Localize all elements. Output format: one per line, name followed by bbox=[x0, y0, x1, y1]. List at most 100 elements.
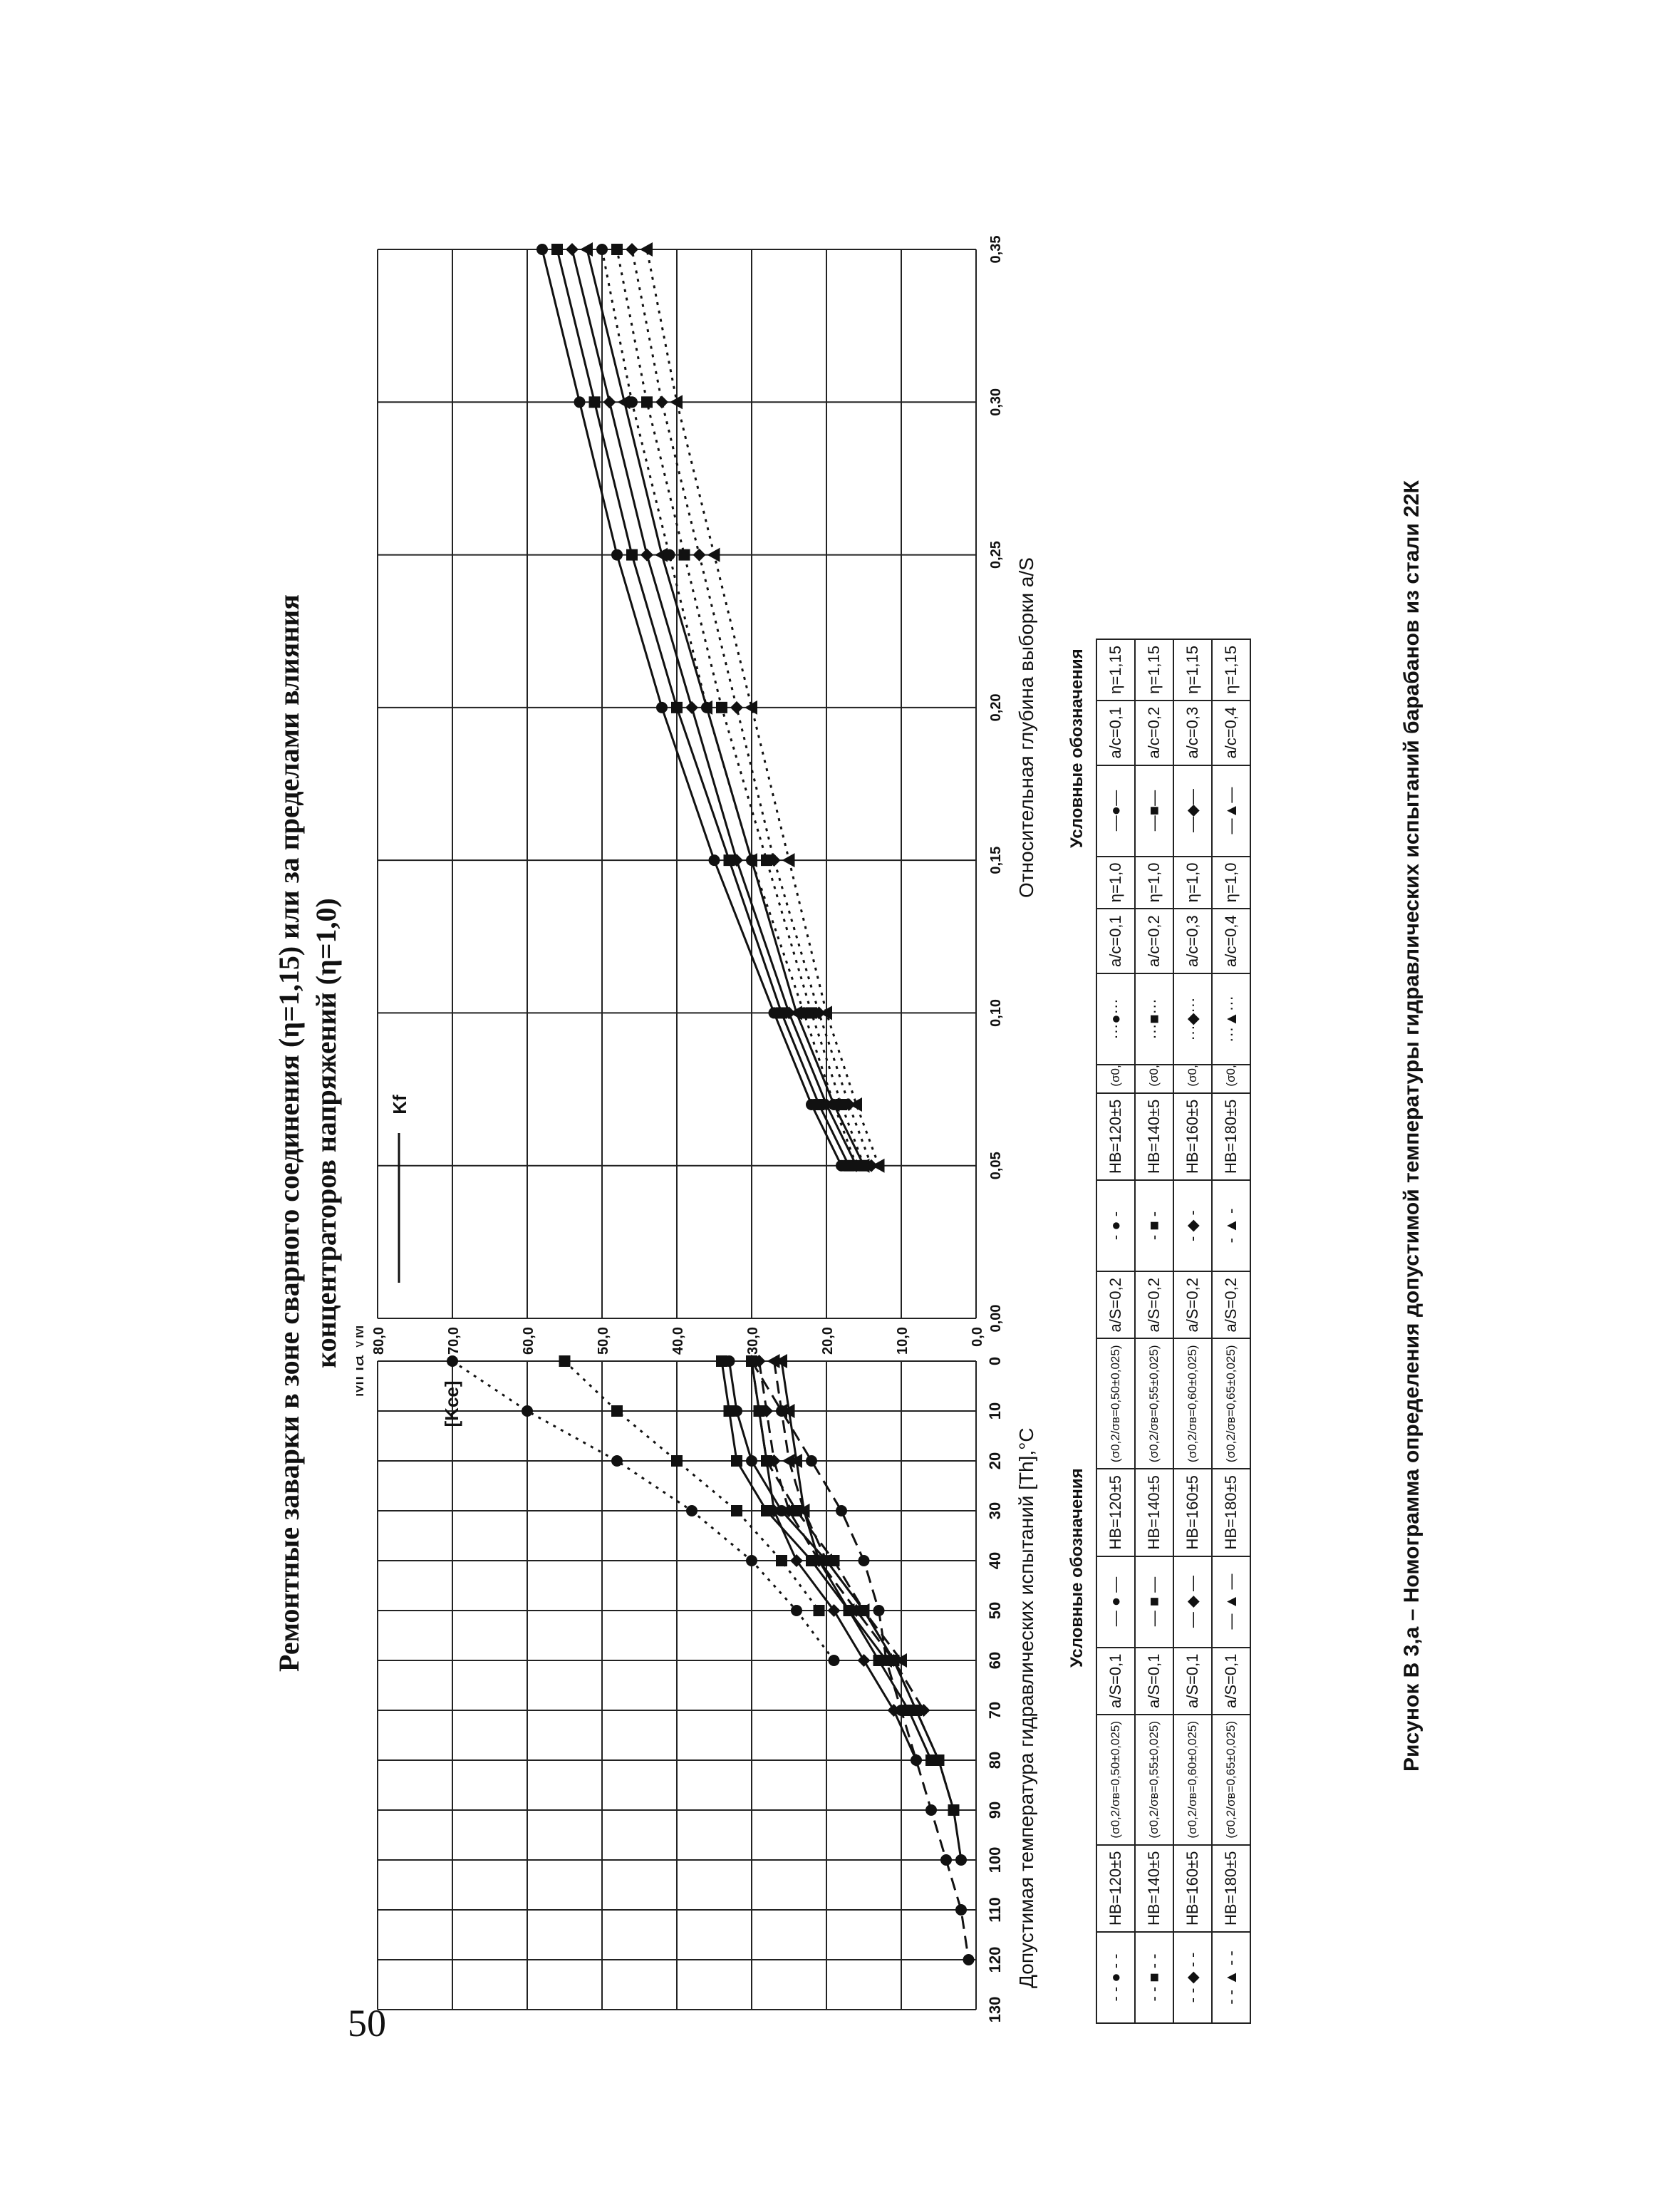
legend-right-row: ···●··· a/c=0,1 η=1,0 —●— a/c=0,1 η=1,15 bbox=[1096, 639, 1135, 1065]
left-series-point bbox=[940, 1854, 952, 1866]
legend-hb: HB=160±5 bbox=[1173, 1092, 1212, 1181]
left-series-point bbox=[806, 1555, 817, 1566]
kf-label: Kf bbox=[389, 1095, 410, 1115]
left-series-point bbox=[774, 1354, 787, 1368]
left-series-point bbox=[776, 1555, 787, 1566]
right-series-point bbox=[670, 395, 683, 410]
left-series-point bbox=[806, 1455, 817, 1467]
left-series-point bbox=[789, 1454, 802, 1468]
left-series-point bbox=[925, 1754, 937, 1766]
legend-symbol: - ● - bbox=[1096, 1180, 1135, 1272]
left-x-tick-label: 60 bbox=[986, 1652, 1004, 1669]
legend-left-caption: Условные обозначения bbox=[1067, 1468, 1086, 1668]
right-series-point bbox=[730, 854, 743, 867]
left-series-point bbox=[686, 1505, 697, 1516]
right-series-point bbox=[617, 395, 631, 410]
left-series-point bbox=[963, 1954, 975, 1965]
right-series-point bbox=[730, 701, 743, 714]
legend-symbol: - ▲ - bbox=[1212, 1180, 1250, 1272]
left-x-tick-label: 120 bbox=[986, 1947, 1004, 1973]
left-x-tick-label: 50 bbox=[986, 1602, 1004, 1619]
left-x-tick-label: 80 bbox=[986, 1752, 1004, 1769]
right-series-point bbox=[708, 854, 720, 867]
legend-ac: a/c=0,4 bbox=[1212, 909, 1250, 973]
left-series-point bbox=[760, 1454, 773, 1467]
right-y-tick-label: 10,0 bbox=[895, 1327, 911, 1355]
left-series-point bbox=[522, 1405, 533, 1417]
right-series-point bbox=[716, 701, 727, 713]
right-series-point bbox=[671, 701, 683, 713]
right-y-tick-label: 60,0 bbox=[521, 1327, 536, 1355]
legend-as1: a/S=0,1 bbox=[1212, 1647, 1250, 1715]
left-series-point bbox=[903, 1705, 915, 1716]
right-y-tick-label: 20,0 bbox=[820, 1327, 836, 1355]
title-line-1: Ремонтные заварки в зоне сварного соедин… bbox=[273, 594, 305, 1672]
legend-ratio: (σ0,2/σв=0,55±0,025) bbox=[1135, 1338, 1173, 1469]
left-series-point bbox=[813, 1605, 825, 1616]
right-series-point bbox=[603, 396, 616, 409]
legend-hb: HB=120±5 bbox=[1096, 1092, 1135, 1181]
right-series-point bbox=[745, 700, 757, 715]
right-series-point bbox=[536, 244, 548, 255]
right-x-tick-label: 0,05 bbox=[988, 1152, 1004, 1179]
legend-right-row: ···◆··· a/c=0,3 η=1,0 —◆— a/c=0,3 η=1,15 bbox=[1173, 639, 1212, 1065]
left-series-point bbox=[782, 1454, 795, 1468]
left-series-line bbox=[564, 1360, 820, 1611]
left-series-point bbox=[731, 1505, 742, 1516]
right-y-tick-label: 50,0 bbox=[596, 1327, 611, 1355]
left-series-point bbox=[559, 1355, 571, 1367]
right-series-point bbox=[746, 854, 757, 867]
legend-hb: HB=140±5 bbox=[1135, 1092, 1173, 1181]
legend-eta: η=1,15 bbox=[1173, 639, 1212, 701]
left-series-point bbox=[752, 1355, 766, 1368]
legend-ac: a/c=0,1 bbox=[1096, 909, 1135, 973]
right-series-point bbox=[626, 396, 638, 408]
left-series-point bbox=[746, 1455, 757, 1467]
right-series-point bbox=[789, 1006, 802, 1020]
legend-symbol: - ■ - bbox=[1135, 1180, 1173, 1272]
right-x-tick-label: 0,20 bbox=[988, 693, 1004, 721]
legend-hb: HB=180±5 bbox=[1212, 1092, 1250, 1181]
left-series-point bbox=[791, 1505, 802, 1516]
legend-as1: a/S=0,1 bbox=[1135, 1647, 1173, 1715]
left-series-point bbox=[790, 1554, 803, 1567]
right-series-point bbox=[663, 549, 675, 561]
left-series-point bbox=[894, 1653, 907, 1668]
right-series-point bbox=[812, 1006, 826, 1020]
left-x-tick-label: 0 bbox=[986, 1357, 1004, 1365]
legend-ac: a/c=0,3 bbox=[1173, 909, 1212, 973]
right-y-tick-label: 70,0 bbox=[446, 1327, 462, 1355]
legend-as2: a/S=0,2 bbox=[1212, 1271, 1250, 1339]
left-series-point bbox=[797, 1504, 810, 1518]
right-series-point bbox=[641, 396, 653, 408]
right-series-point bbox=[656, 701, 668, 713]
left-x-tick-label: 10 bbox=[986, 1402, 1004, 1420]
legend-ratio: (σ0,2/σв=0,60±0,025) bbox=[1173, 1338, 1212, 1469]
left-series-point bbox=[611, 1455, 623, 1467]
legend-symbol: - ◆ - bbox=[1173, 1180, 1212, 1272]
right-series-point bbox=[871, 1158, 885, 1173]
left-series-point bbox=[828, 1655, 840, 1666]
right-y-tick-label: 80,0 bbox=[371, 1327, 387, 1355]
left-x-tick-label: 130 bbox=[986, 1997, 1004, 2023]
right-series-point bbox=[588, 396, 601, 408]
left-series-point bbox=[716, 1355, 727, 1367]
legend-symbol: — ■ — bbox=[1135, 1556, 1173, 1648]
legend-eta: η=1,15 bbox=[1135, 639, 1173, 701]
figure-title: Ремонтные заварки в зоне сварного соедин… bbox=[271, 420, 345, 1846]
right-series-point bbox=[819, 1006, 832, 1020]
left-x-tick-label: 90 bbox=[986, 1802, 1004, 1819]
left-y-axis-label: МПа √м bbox=[356, 1325, 368, 1397]
right-x-tick-label: 0,00 bbox=[988, 1305, 1004, 1333]
legend-right-row: ···▲··· a/c=0,4 η=1,0 —▲— a/c=0,4 η=1,15 bbox=[1212, 639, 1250, 1065]
legend-symbol: - - ▲ - - bbox=[1212, 1932, 1250, 2023]
legend-symbol: —●— bbox=[1096, 765, 1135, 857]
right-series-point bbox=[776, 1007, 787, 1019]
legend-symbol: ···●··· bbox=[1096, 973, 1135, 1065]
left-series-point bbox=[910, 1754, 923, 1767]
right-series-point bbox=[580, 242, 593, 257]
left-series-line bbox=[750, 1360, 955, 1811]
right-y-tick-label: 30,0 bbox=[745, 1327, 761, 1355]
figure: Ремонтные заварки в зоне сварного соедин… bbox=[271, 207, 1439, 2074]
left-series-point bbox=[760, 1405, 773, 1417]
